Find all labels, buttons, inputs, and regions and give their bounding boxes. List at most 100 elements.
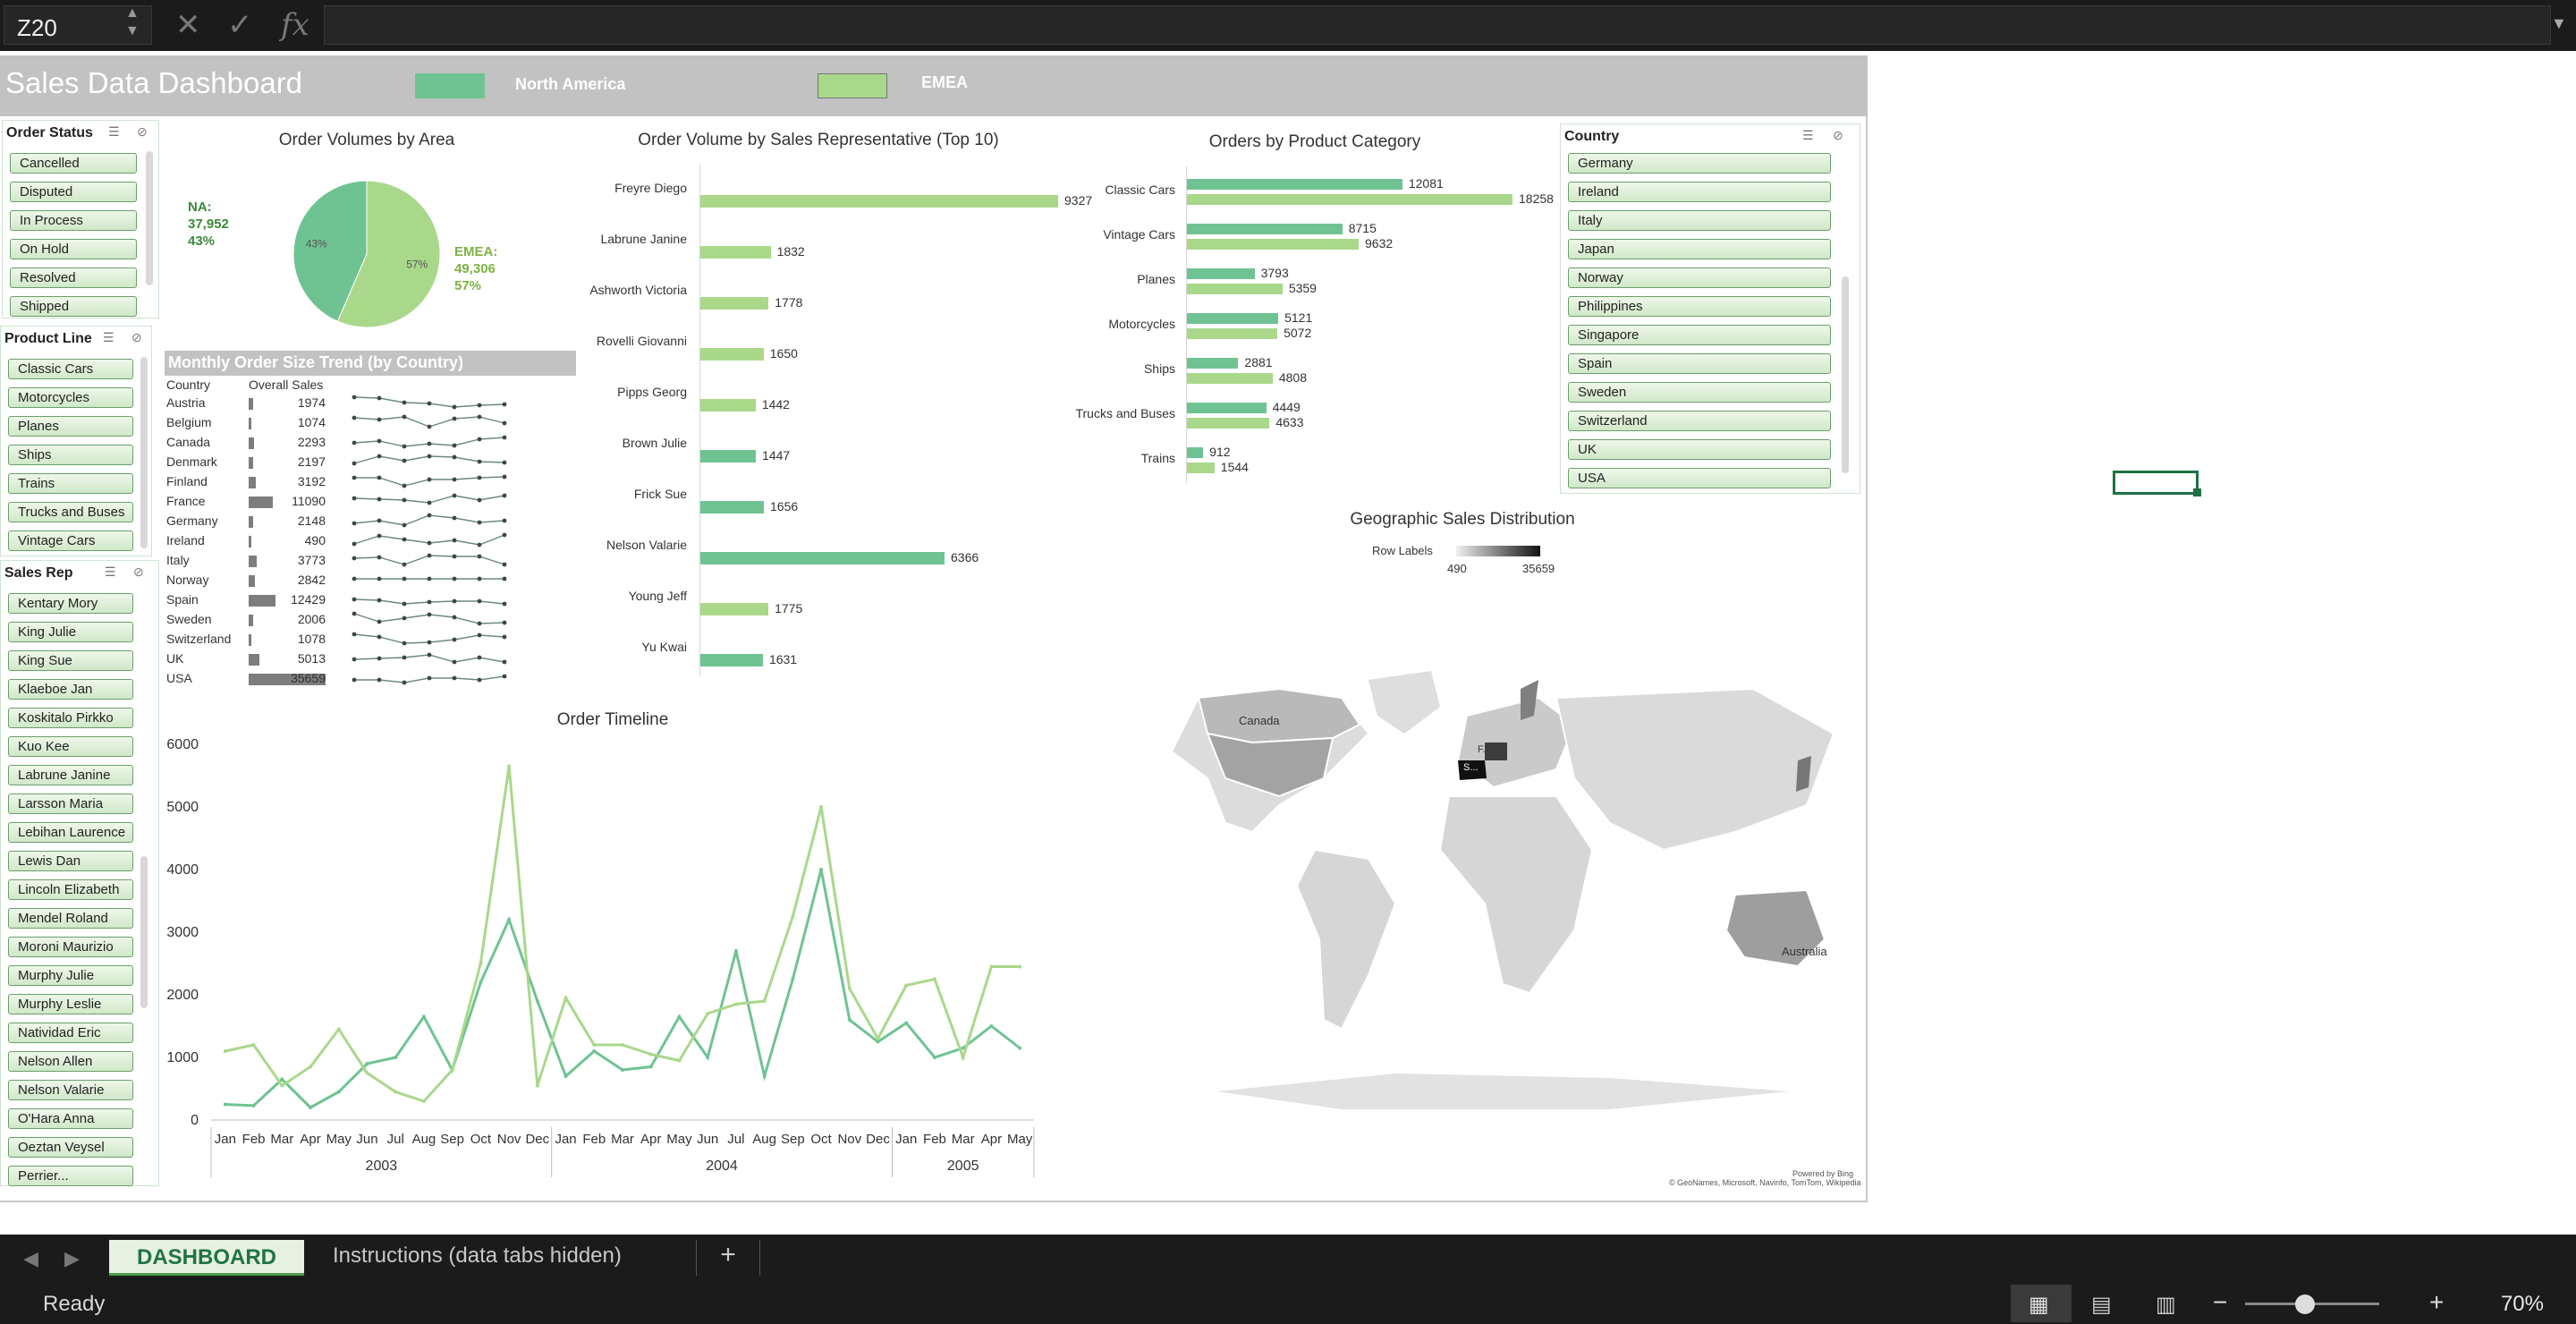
timeline-point	[394, 1056, 398, 1059]
clear-filter-icon[interactable]: ⊘	[131, 330, 142, 344]
zoom-slider-thumb[interactable]	[2295, 1294, 2315, 1314]
trend-sparkline	[352, 454, 507, 466]
slicer-item[interactable]: Oeztan Veysel	[8, 1137, 133, 1158]
next-sheet-icon[interactable]: ▶	[64, 1247, 80, 1269]
slicer-item[interactable]: Ships	[8, 445, 133, 465]
pie-label-na-value: 37,952	[188, 216, 229, 232]
slicer-item[interactable]: Germany	[1568, 153, 1831, 174]
slicer-item[interactable]: King Julie	[8, 622, 133, 642]
name-box[interactable]: Z20	[4, 5, 152, 45]
spin-up-icon[interactable]: ▲	[125, 5, 140, 21]
tab-instructions[interactable]: Instructions (data tabs hidden)	[333, 1243, 622, 1268]
slicer-item[interactable]: Italy	[1568, 210, 1831, 231]
slicer-item[interactable]: Lincoln Elizabeth	[8, 879, 133, 900]
slicer-item[interactable]: Disputed	[10, 182, 137, 202]
slicer-item[interactable]: Switzerland	[1568, 411, 1831, 431]
slicer-item[interactable]: Kentary Mory	[8, 593, 133, 614]
slicer-item[interactable]: Klaeboe Jan	[8, 679, 133, 700]
slicer-item[interactable]: Labrune Janine	[8, 765, 133, 785]
trend-row-sales: 490	[304, 533, 326, 547]
slicer-item[interactable]: King Sue	[8, 650, 133, 671]
add-sheet-button[interactable]: +	[696, 1240, 760, 1276]
timeline-month: Sep	[440, 1132, 464, 1147]
timeline-point	[336, 1027, 341, 1031]
slicer-item[interactable]: Nelson Valarie	[8, 1080, 133, 1100]
clear-filter-icon[interactable]: ⊘	[137, 124, 148, 139]
selected-cell[interactable]	[2113, 471, 2199, 495]
timeline-ytick: 3000	[166, 925, 199, 940]
legend-label-north-america: North America	[515, 75, 626, 93]
slicer-item[interactable]: Classic Cars	[8, 359, 133, 379]
confirm-icon[interactable]: ✓	[227, 8, 253, 42]
slicer-item[interactable]: Larsson Maria	[8, 794, 133, 814]
page-layout-icon[interactable]: ▤	[2091, 1293, 2112, 1317]
trend-col-country: Country	[166, 378, 211, 392]
slicer-item[interactable]: Norway	[1568, 267, 1831, 288]
slicer-item[interactable]: Motorcycles	[8, 387, 133, 408]
zoom-in-icon[interactable]: +	[2429, 1288, 2445, 1316]
slicer-item[interactable]: Mendel Roland	[8, 908, 133, 929]
slicer-item[interactable]: Murphy Julie	[8, 965, 133, 986]
slicer-item[interactable]: Lebihan Laurence	[8, 822, 133, 843]
normal-view-button[interactable]	[2011, 1285, 2072, 1322]
expand-formula-icon[interactable]: ▼	[2551, 14, 2567, 32]
timeline-point	[762, 999, 767, 1003]
slicer-item[interactable]: Spain	[1568, 353, 1831, 374]
spin-down-icon[interactable]: ▼	[125, 23, 140, 38]
formula-input[interactable]	[324, 5, 2551, 45]
slicer-item[interactable]: O'Hara Anna	[8, 1108, 133, 1129]
slicer-item[interactable]: Philippines	[1568, 296, 1831, 317]
slicer-item[interactable]: Japan	[1568, 239, 1831, 259]
slicer-item[interactable]: Koskitalo Pirkko	[8, 708, 133, 728]
slicer-item[interactable]: Moroni Maurizio	[8, 937, 133, 957]
cancel-icon[interactable]: ✕	[175, 8, 201, 42]
slicer-item[interactable]: Vintage Cars	[8, 530, 133, 551]
timeline-title: Order Timeline	[556, 710, 669, 729]
slicer-item[interactable]: Nelson Allen	[8, 1051, 133, 1072]
slicer-item[interactable]: Lewis Dan	[8, 851, 133, 871]
clear-filter-icon[interactable]: ⊘	[133, 564, 144, 579]
slicer-item[interactable]: Natividad Eric	[8, 1023, 133, 1043]
slicer-item[interactable]: Trucks and Buses	[8, 502, 133, 522]
multi-select-icon[interactable]: ☰	[108, 124, 120, 139]
slicer-scrollbar[interactable]	[146, 151, 153, 285]
trend-row-bar	[249, 654, 260, 666]
trend-row-bar	[249, 496, 273, 508]
trend-row-country: UK	[166, 651, 184, 666]
rep-category-label: Frick Sue	[633, 487, 687, 501]
product-bar-value: 12081	[1408, 176, 1444, 191]
slicer-item[interactable]: Kuo Kee	[8, 736, 133, 757]
slicer-scrollbar[interactable]	[1842, 276, 1849, 473]
slicer-item[interactable]: On Hold	[10, 239, 137, 259]
slicer-item[interactable]: Ireland	[1568, 182, 1831, 202]
slicer-scrollbar[interactable]	[140, 856, 148, 1008]
slicer-item[interactable]: Cancelled	[10, 153, 137, 174]
slicer-item[interactable]: Sweden	[1568, 382, 1831, 403]
slicer-item[interactable]: Resolved	[10, 267, 137, 288]
pie-label-na-percent: 43%	[188, 233, 216, 249]
slicer-item[interactable]: Trains	[8, 473, 133, 494]
slicer-item[interactable]: In Process	[10, 210, 137, 231]
slicer-item[interactable]: Planes	[8, 416, 133, 437]
function-icon[interactable]: fx	[281, 7, 309, 43]
slicer-item[interactable]: Singapore	[1568, 325, 1831, 345]
slicer-scrollbar[interactable]	[140, 357, 148, 548]
clear-filter-icon[interactable]: ⊘	[1833, 128, 1843, 142]
multi-select-icon[interactable]: ☰	[1802, 128, 1814, 142]
multi-select-icon[interactable]: ☰	[105, 564, 116, 579]
slicer-item[interactable]: UK	[1568, 439, 1831, 460]
zoom-level[interactable]: 70%	[2500, 1292, 2544, 1316]
slicer-item[interactable]: Murphy Leslie	[8, 994, 133, 1014]
slicer-item[interactable]: USA	[1568, 468, 1831, 488]
trend-row-bar	[249, 556, 258, 567]
fill-handle[interactable]	[2193, 488, 2201, 496]
trend-col-sales: Overall Sales	[249, 378, 324, 392]
slicer-item[interactable]: Shipped	[10, 296, 137, 317]
zoom-out-icon[interactable]: −	[2213, 1288, 2228, 1316]
tab-dashboard[interactable]: DASHBOARD	[109, 1240, 304, 1276]
prev-sheet-icon[interactable]: ◀	[23, 1247, 38, 1269]
slicer-item[interactable]: Perrier...	[8, 1166, 133, 1186]
multi-select-icon[interactable]: ☰	[103, 330, 114, 344]
timeline-point	[365, 1062, 369, 1065]
page-break-icon[interactable]: ▥	[2156, 1293, 2176, 1317]
